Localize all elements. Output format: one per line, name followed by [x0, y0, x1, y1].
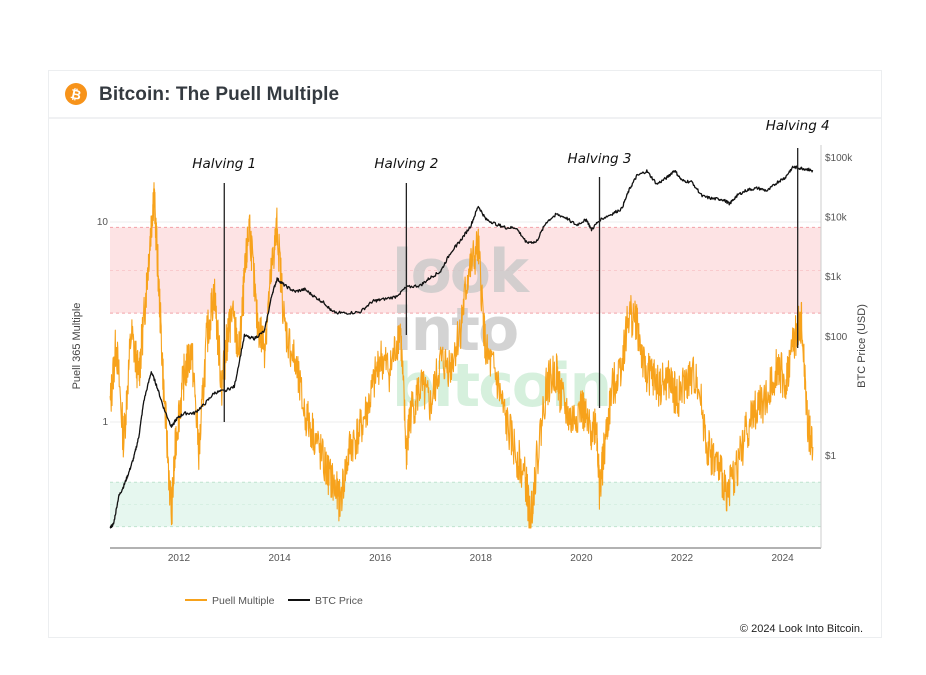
- y-left-tick-label: 10: [97, 217, 109, 228]
- series-line-puell-multiple: [109, 182, 814, 529]
- x-tick-label: 2024: [771, 553, 794, 564]
- y-left-axis-title: Puell 365 Multiple: [71, 303, 83, 390]
- x-tick-label: 2022: [671, 553, 694, 564]
- x-tick-label: 2012: [168, 553, 191, 564]
- y-right-tick-label: $1k: [825, 272, 842, 283]
- halving-label-1: Halving 1: [192, 156, 256, 172]
- page-title: Bitcoin: The Puell Multiple: [99, 84, 340, 105]
- halving-label-4: Halving 4: [766, 118, 830, 134]
- y-right-tick-label: $1: [825, 451, 837, 462]
- watermark-word-bitcoin: bitcoin: [392, 351, 610, 421]
- svg-text:₿: ₿: [69, 87, 82, 104]
- x-tick-label: 2016: [369, 553, 392, 564]
- x-tick-label: 2014: [268, 553, 291, 564]
- bitcoin-logo-icon: ₿: [65, 83, 87, 105]
- x-tick-label: 2020: [570, 553, 593, 564]
- halving-label-3: Halving 3: [568, 151, 632, 167]
- watermark-word-look: look: [392, 237, 531, 307]
- legend-label: Puell Multiple: [212, 595, 275, 607]
- y-right-axis-title: BTC Price (USD): [856, 304, 868, 388]
- legend-item-puell-multiple[interactable]: Puell Multiple: [185, 595, 275, 607]
- y-right-tick-label: $100: [825, 332, 848, 343]
- halving-label-2: Halving 2: [374, 156, 438, 172]
- y-left-tick-label: 1: [102, 417, 108, 428]
- series-line-btc-price: [109, 165, 814, 529]
- card-header: ₿ Bitcoin: The Puell Multiple: [49, 71, 881, 119]
- y-right-tick-label: $100k: [825, 153, 853, 164]
- legend-label: BTC Price: [315, 595, 363, 607]
- y-right-tick-label: $10k: [825, 213, 848, 224]
- x-tick-label: 2018: [470, 553, 493, 564]
- copyright: © 2024 Look Into Bitcoin.: [739, 623, 863, 635]
- legend-item-btc-price[interactable]: BTC Price: [288, 595, 363, 607]
